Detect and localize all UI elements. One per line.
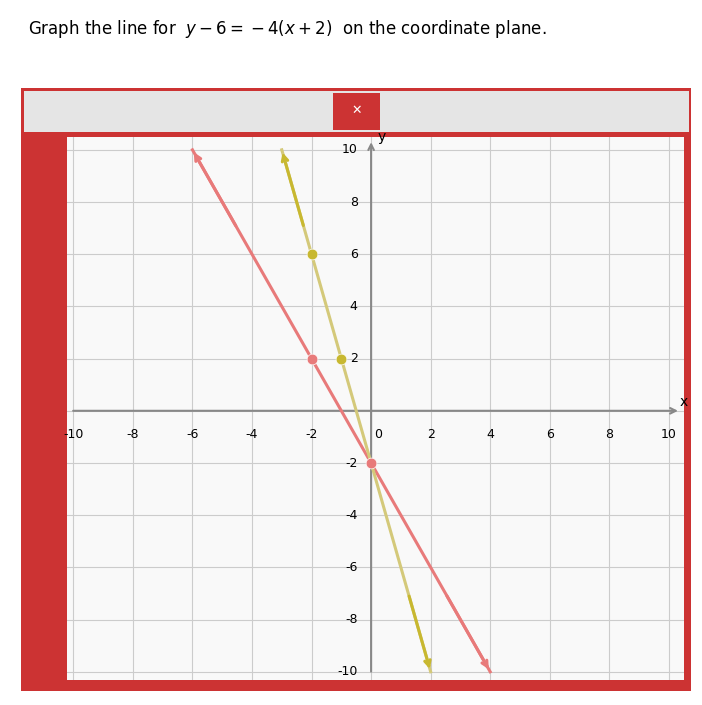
- Text: -2: -2: [305, 428, 318, 441]
- Text: 10: 10: [342, 143, 358, 157]
- Text: -6: -6: [186, 428, 199, 441]
- Text: x: x: [680, 395, 688, 409]
- Text: ✕: ✕: [351, 104, 362, 117]
- Text: 6: 6: [546, 428, 554, 441]
- Point: [306, 249, 317, 260]
- Point: [366, 458, 377, 469]
- Point: [306, 353, 317, 364]
- Text: Graph the line for  $y - 6 = -4(x + 2)$  on the coordinate plane.: Graph the line for $y - 6 = -4(x + 2)$ o…: [28, 18, 547, 39]
- Text: 8: 8: [350, 195, 358, 209]
- Text: 0: 0: [375, 428, 383, 441]
- Text: 2: 2: [427, 428, 435, 441]
- Text: -2: -2: [345, 457, 358, 470]
- Text: -4: -4: [246, 428, 258, 441]
- Text: -10: -10: [338, 666, 358, 678]
- Point: [336, 353, 347, 364]
- Text: -10: -10: [63, 428, 84, 441]
- Text: 2: 2: [350, 352, 358, 365]
- Text: 6: 6: [350, 247, 358, 261]
- Text: 8: 8: [605, 428, 614, 441]
- Text: 10: 10: [661, 428, 677, 441]
- Text: y: y: [378, 130, 385, 144]
- Text: -8: -8: [345, 613, 358, 626]
- Text: 4: 4: [486, 428, 494, 441]
- Text: -4: -4: [345, 509, 358, 522]
- Text: -6: -6: [345, 561, 358, 574]
- Text: 4: 4: [350, 300, 358, 313]
- FancyBboxPatch shape: [333, 93, 380, 130]
- Text: -8: -8: [126, 428, 139, 441]
